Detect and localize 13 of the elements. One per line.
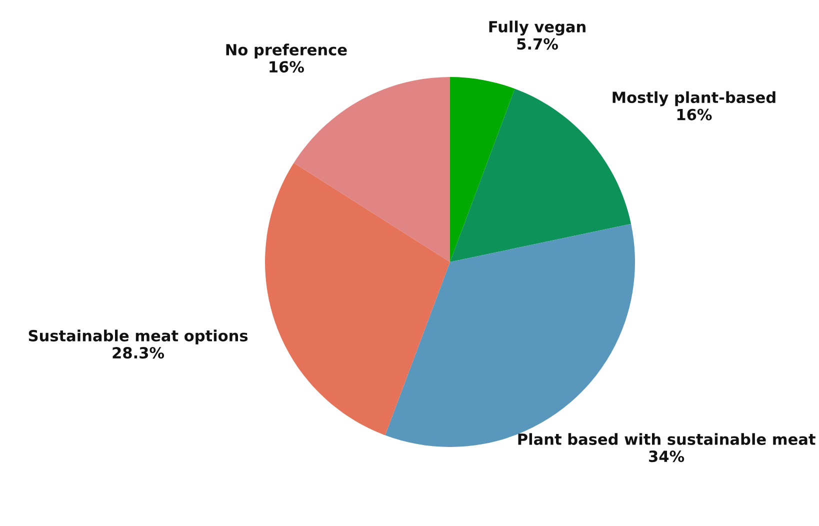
pie-slice xyxy=(294,77,450,262)
data-label: 16% xyxy=(677,108,712,120)
data-label: 34% xyxy=(649,450,684,462)
slice-label: Sustainable meat options xyxy=(28,330,248,344)
data-label: 5.7% xyxy=(517,38,558,50)
data-label: 28.3% xyxy=(112,347,164,359)
pie-slice xyxy=(450,77,515,262)
data-label: 16% xyxy=(270,61,304,73)
slice-label: Fully vegan xyxy=(489,20,586,36)
slice-label: No preference xyxy=(226,44,347,58)
slice-label: Mostly plant-based xyxy=(612,91,776,106)
pie-slice xyxy=(265,162,450,436)
slice-label: Plant based with sustainable meat xyxy=(518,433,816,445)
